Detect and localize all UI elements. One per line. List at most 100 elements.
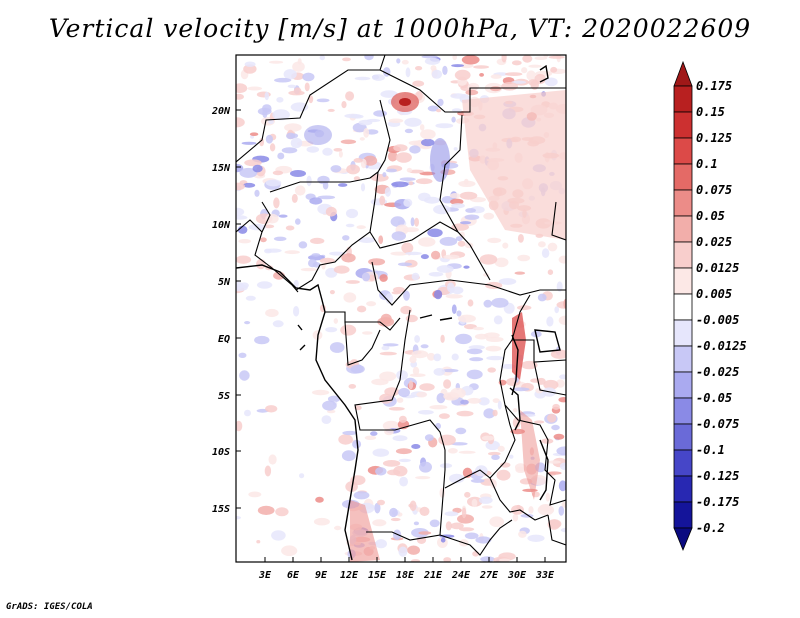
velocity-speckle [464,491,471,498]
velocity-speckle [356,225,366,230]
velocity-speckle [496,469,511,481]
longitude-axis: 3E 6E 9E 12E 15E 18E 21E 24E 27E 30E 33E [258,557,555,581]
velocity-speckle [460,399,469,405]
colorbar-cell [673,345,693,373]
velocity-speckle [483,408,496,419]
velocity-speckle [461,55,480,65]
velocity-speckle [358,119,373,126]
velocity-speckle [247,86,263,91]
velocity-speckle [283,69,297,80]
velocity-speckle [333,265,350,274]
velocity-speckle [373,110,387,117]
velocity-speckle [457,240,466,247]
velocity-speckle [511,60,522,66]
velocity-speckle [341,450,356,462]
velocity-speckle [440,334,445,343]
colorbar-cell [673,293,693,321]
border-line [254,201,299,293]
velocity-speckle [498,558,511,562]
velocity-speckle [329,290,335,295]
velocity-speckle [295,218,301,225]
velocity-speckle [428,272,444,277]
velocity-speckle [521,67,528,74]
velocity-speckle [558,397,566,403]
velocity-speckle [241,141,257,145]
velocity-speckle [404,117,422,127]
velocity-speckle [443,557,452,562]
velocity-speckle [451,304,457,315]
velocity-speckle [560,527,566,533]
velocity-speckle [341,253,356,263]
velocity-speckle [366,301,377,307]
velocity-speckle [455,333,472,345]
colorbar-cell [673,371,693,399]
velocity-speckle [256,259,266,270]
velocity-speckle [480,556,495,562]
velocity-speckle [382,172,387,178]
velocity-speckle [411,272,420,281]
velocity-speckle [236,182,245,191]
velocity-speckle [563,298,566,309]
velocity-speckle [388,407,405,411]
velocity-speckle [533,420,545,424]
colorbar-label: -0.005 [696,313,739,327]
velocity-speckle [345,223,355,228]
velocity-speckle [457,514,474,524]
colorbar-label: 0.175 [696,79,732,93]
velocity-speckle [256,281,273,289]
velocity-speckle [411,444,421,449]
colorbar-top-arrow [673,60,693,87]
border-line [366,469,446,541]
velocity-speckle [421,55,438,59]
velocity-speckle [342,57,351,62]
velocity-speckle [314,129,325,138]
border-line [499,294,531,406]
velocity-speckle [498,278,517,285]
velocity-speckle [243,64,257,74]
velocity-speckle [511,505,524,515]
velocity-speckle [242,182,256,188]
velocity-speckle [478,397,490,406]
velocity-speckle [391,291,402,295]
velocity-speckle [450,93,466,99]
velocity-speckle [439,534,455,538]
velocity-speckle [547,471,562,475]
velocity-speckle [294,185,306,196]
lat-label: 5S [218,391,230,402]
velocity-speckle [353,491,370,500]
velocity-speckle [420,129,436,140]
velocity-speckle [464,214,480,220]
velocity-speckle [535,387,544,394]
velocity-speckle [509,454,514,459]
velocity-speckle [350,364,365,374]
velocity-speckle [358,237,376,244]
velocity-speckle [264,248,272,254]
velocity-speckle [467,299,474,307]
velocity-speckle [449,193,461,199]
velocity-speckle [448,448,458,454]
border-line [512,339,566,363]
velocity-speckle [467,397,482,404]
downdraft-area [304,125,332,145]
velocity-speckle [273,236,287,241]
velocity-speckle [545,492,550,502]
velocity-speckle [528,506,534,514]
velocity-speckle [274,77,292,83]
velocity-speckle [375,539,387,549]
velocity-speckle [418,531,432,535]
velocity-speckle [452,55,457,61]
credit-text: GrADS: IGES/COLA [6,602,93,612]
velocity-speckle [364,435,377,440]
velocity-speckle [427,352,436,361]
velocity-speckle [481,505,493,509]
velocity-speckle [464,532,479,540]
lon-label: 12E [340,570,359,581]
velocity-speckle [466,348,483,355]
velocity-speckle [308,254,325,261]
velocity-speckle [436,393,446,404]
velocity-speckle [439,236,458,246]
velocity-speckle [420,344,429,349]
border-line [369,221,459,249]
velocity-speckle [236,255,252,264]
velocity-speckle [528,64,542,68]
